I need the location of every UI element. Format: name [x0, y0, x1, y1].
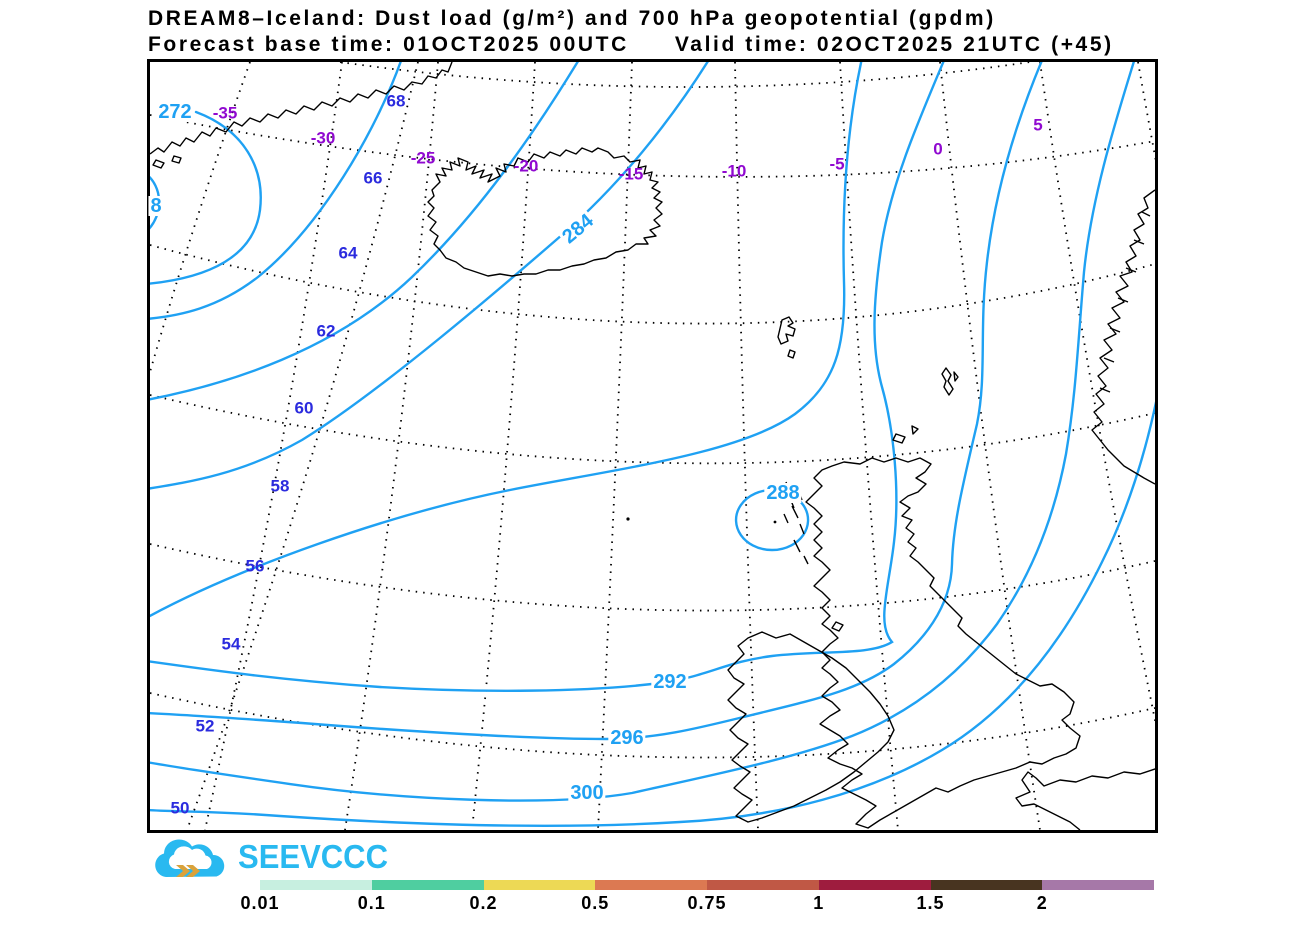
title-block: DREAM8–Iceland: Dust load (g/m²) and 700…: [148, 6, 1282, 58]
colorbar-segment-1.5: [930, 880, 1043, 890]
colorbar-segment-1: [818, 880, 931, 890]
forecast-base-time: Forecast base time: 01OCT2025 00UTC: [148, 33, 629, 56]
coastline-norway: [1091, 189, 1155, 485]
colorbar-segment-0.75: [707, 880, 819, 890]
geopotential-contour-284: [150, 62, 709, 490]
coastline-ireland: [727, 631, 895, 823]
colorbar-segment-0.5: [595, 880, 707, 890]
colorbar-segment-0.1: [371, 880, 484, 890]
coastline-faroe-islands: [777, 316, 796, 359]
coastline-great-britain: [805, 457, 1081, 829]
colorbar-tick-0.01: 0.01: [240, 893, 280, 913]
cloud-icon: [155, 839, 225, 877]
geopotential-contour-280: [150, 62, 579, 401]
coastline-iceland: [427, 147, 663, 277]
colorbar-segment-0.01: [260, 880, 372, 890]
colorbar-segment-0.2: [483, 880, 596, 890]
colorbar-tick-0.5: 0.5: [581, 893, 610, 913]
coastline-greenland: [150, 62, 453, 155]
colorbar-tick-0.1: 0.1: [357, 893, 386, 913]
map-canvas: [150, 62, 1155, 830]
dust-load-colorbar: [260, 880, 1154, 890]
island-st-kilda: [773, 520, 777, 524]
coastline-isle-of-man: [831, 621, 844, 632]
geopotential-contour-276: [150, 62, 402, 320]
coastline-france-channel: [1015, 768, 1155, 830]
coastline-greenland-islets: [152, 155, 182, 169]
chart-subtitle: Forecast base time: 01OCT2025 00UTC Vali…: [148, 32, 1282, 58]
geopotential-contour-268: [150, 176, 161, 230]
seevccc-logo: SEEVCCC: [148, 833, 398, 881]
coastline-orkney: [892, 425, 919, 444]
geopotential-contour-300: [150, 62, 1136, 802]
dust-load-colorbar-ticks: 0.01 0.1 0.2 0.5 0.75 1 1.5 2: [240, 893, 1154, 917]
map-area: 68 66 64 62 60 58 56 54 52 50 -35 -30 -25 -20 -15 -10 -5…: [147, 59, 1158, 833]
geopotential-contour-272: [150, 110, 262, 285]
colorbar-tick-0.2: 0.2: [469, 893, 498, 913]
geopotential-contour-304: [150, 401, 1155, 827]
geopotential-contour-288: [150, 62, 863, 618]
geopotential-contour-296: [150, 62, 1043, 741]
colorbar-tick-1.5: 1.5: [916, 893, 945, 913]
colorbar-segment-2: [1042, 880, 1154, 890]
logo-text: SEEVCCC: [238, 838, 388, 875]
graticule-meridians: [150, 62, 1155, 830]
valid-time: Valid time: 02OCT2025 21UTC (+45): [674, 33, 1114, 56]
chart-title: DREAM8–Iceland: Dust load (g/m²) and 700…: [148, 7, 996, 30]
colorbar-tick-1: 1: [813, 893, 825, 913]
coastline-norway-fjords: [1099, 211, 1151, 393]
colorbar-tick-0.75: 0.75: [687, 893, 727, 913]
coastlines: [150, 62, 1155, 830]
geopotential-contours: [150, 62, 1155, 827]
island-rockall: [626, 517, 630, 521]
coastline-hebrides: [783, 481, 809, 565]
geopotential-contour-292: [150, 62, 945, 692]
coastline-shetland: [941, 367, 959, 396]
colorbar-tick-2: 2: [1036, 893, 1048, 913]
